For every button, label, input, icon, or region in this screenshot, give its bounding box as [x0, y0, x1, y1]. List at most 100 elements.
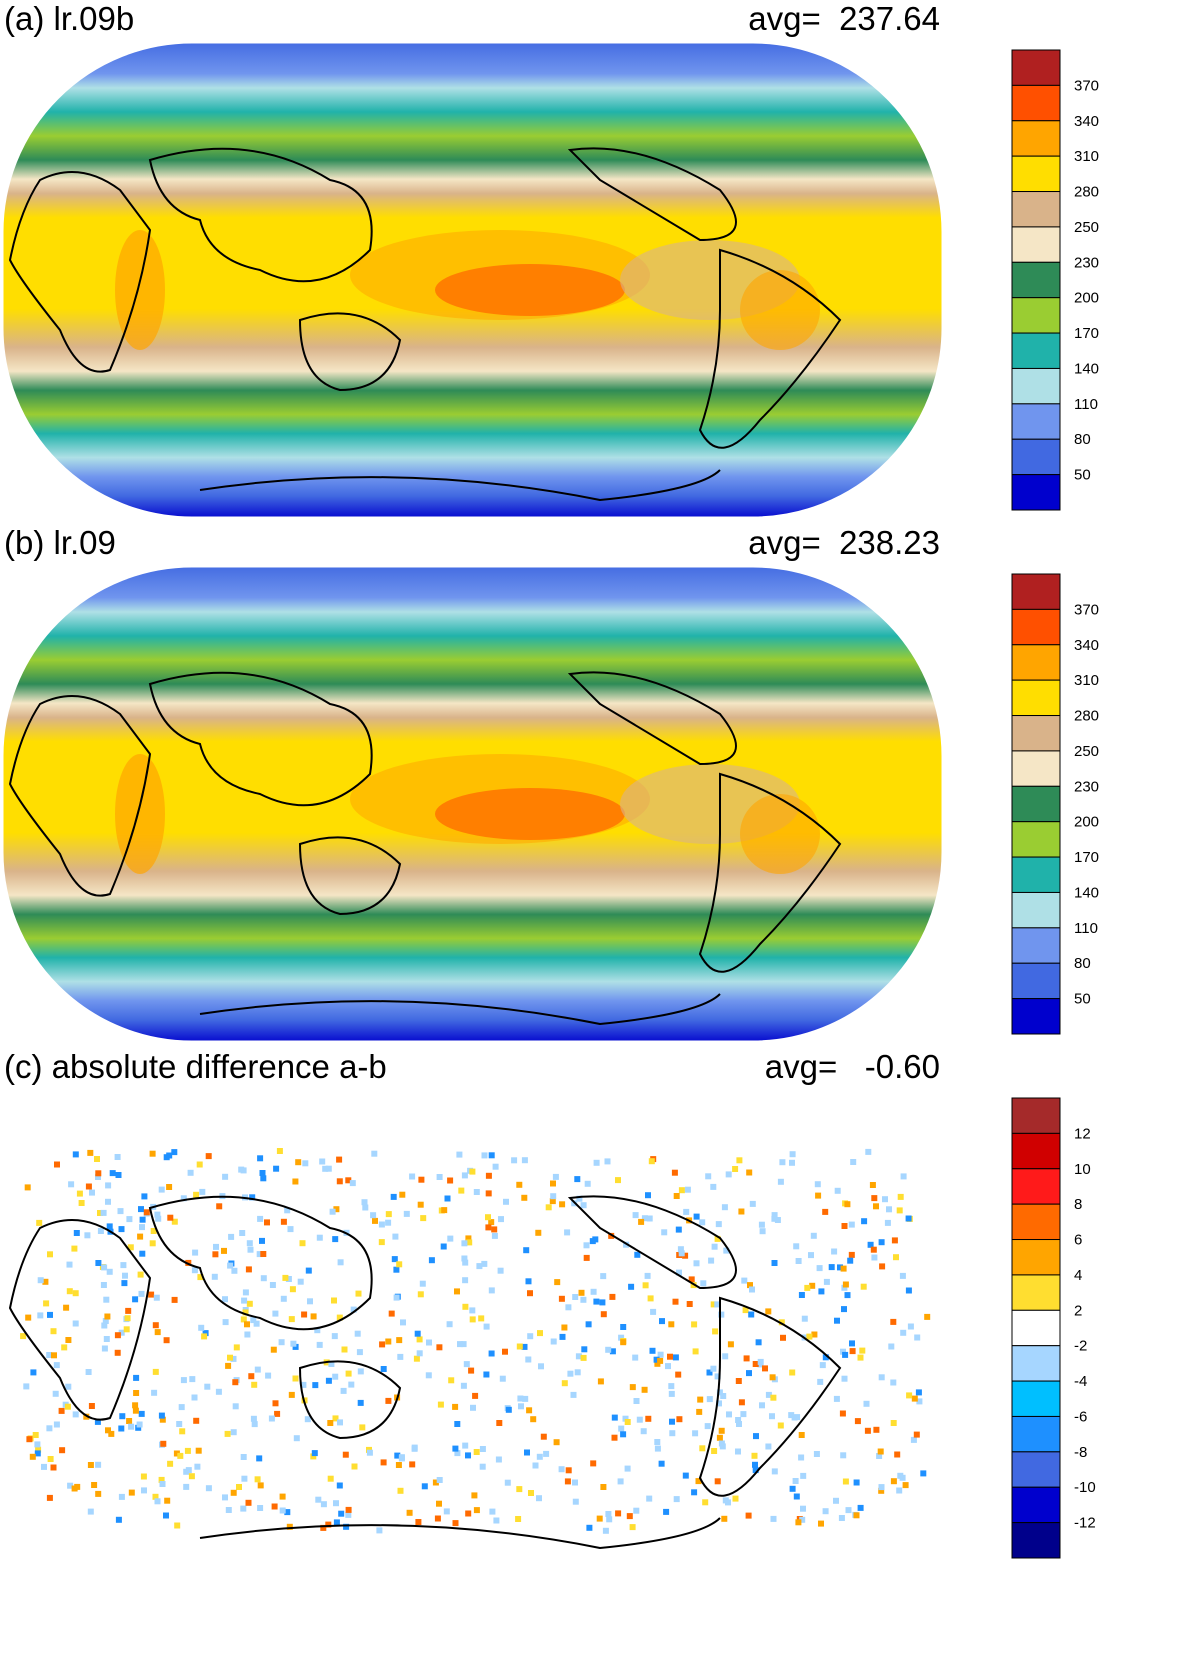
difference-cell	[312, 1382, 319, 1389]
colorbar-tick-label: 6	[1074, 1232, 1082, 1249]
difference-cell	[47, 1311, 53, 1318]
difference-cell	[432, 1479, 439, 1486]
difference-cell	[871, 1195, 878, 1202]
difference-cell	[30, 1369, 37, 1376]
difference-cell	[158, 1476, 165, 1483]
difference-cell	[105, 1198, 111, 1205]
difference-cell	[251, 1381, 258, 1388]
difference-cell	[331, 1333, 338, 1340]
colorbar-tick-label: 2	[1074, 1302, 1082, 1319]
difference-cell	[648, 1158, 655, 1165]
difference-cell	[535, 1229, 542, 1236]
difference-cell	[899, 1272, 906, 1279]
difference-cell	[117, 1208, 124, 1215]
difference-cell	[440, 1243, 447, 1250]
difference-cell	[873, 1203, 879, 1210]
panel-c: (c) absolute difference a-b avg= -0.60 1…	[0, 1048, 1188, 1677]
difference-cell	[143, 1209, 150, 1216]
difference-cell	[646, 1495, 653, 1502]
difference-cell	[583, 1242, 590, 1249]
difference-cell	[128, 1489, 135, 1496]
difference-cell	[332, 1236, 339, 1243]
difference-cell	[708, 1257, 715, 1264]
difference-cell	[378, 1221, 385, 1228]
difference-cell	[654, 1445, 661, 1452]
difference-cell	[292, 1375, 299, 1382]
difference-cell	[100, 1209, 107, 1216]
difference-cell	[222, 1319, 229, 1326]
difference-cell	[189, 1376, 196, 1383]
difference-cell	[288, 1316, 295, 1323]
difference-cell	[640, 1428, 647, 1435]
difference-cell	[254, 1476, 261, 1483]
difference-cell	[406, 1509, 413, 1516]
difference-cell	[564, 1229, 571, 1236]
difference-cell	[465, 1452, 471, 1459]
difference-cell	[894, 1451, 901, 1458]
difference-cell	[388, 1310, 395, 1317]
difference-cell	[854, 1418, 861, 1425]
panel-average: avg= 237.64	[748, 2, 940, 35]
difference-cell	[543, 1450, 550, 1457]
difference-cell	[746, 1370, 752, 1377]
difference-cell	[273, 1165, 280, 1172]
difference-cell	[24, 1184, 31, 1191]
difference-cell	[345, 1511, 352, 1518]
difference-cell	[244, 1331, 251, 1338]
difference-cell	[840, 1452, 847, 1459]
difference-cell	[470, 1404, 476, 1411]
difference-cell	[230, 1429, 237, 1436]
difference-cell	[732, 1495, 739, 1502]
difference-cell	[518, 1403, 524, 1410]
colorbar-tick-label: -4	[1074, 1373, 1087, 1390]
difference-cell	[390, 1193, 397, 1200]
difference-cell	[863, 1400, 870, 1407]
difference-cell	[521, 1343, 528, 1350]
colorbar-swatch	[1011, 297, 1061, 334]
difference-cell	[154, 1498, 161, 1505]
difference-cell	[841, 1223, 848, 1229]
difference-cell	[644, 1272, 651, 1279]
difference-cell	[615, 1510, 622, 1517]
difference-cell	[59, 1447, 66, 1454]
difference-cell	[231, 1267, 238, 1274]
difference-cell	[282, 1274, 289, 1281]
difference-cell	[491, 1232, 498, 1239]
difference-cell	[149, 1150, 156, 1157]
difference-cell	[78, 1200, 85, 1206]
difference-cell	[35, 1446, 42, 1453]
difference-cell	[259, 1237, 265, 1244]
difference-cell	[325, 1165, 332, 1172]
difference-cell	[89, 1189, 95, 1196]
difference-cell	[230, 1355, 237, 1362]
difference-cell	[471, 1492, 478, 1499]
difference-cell	[328, 1361, 335, 1367]
difference-cell	[448, 1377, 455, 1384]
difference-cell	[671, 1169, 678, 1176]
difference-cell	[319, 1158, 326, 1165]
colorbar-tick-label: 230	[1074, 778, 1099, 795]
colorbar-tick-label: 200	[1074, 814, 1099, 831]
difference-cell	[503, 1198, 509, 1205]
difference-cell	[225, 1507, 232, 1513]
difference-cell	[900, 1329, 907, 1336]
difference-cell	[857, 1504, 864, 1511]
difference-cell	[485, 1214, 491, 1221]
difference-cell	[886, 1206, 892, 1213]
difference-cell	[653, 1356, 660, 1363]
difference-cell	[46, 1425, 53, 1432]
difference-cell	[336, 1178, 343, 1185]
difference-cell	[716, 1389, 723, 1396]
difference-cell	[103, 1296, 110, 1303]
difference-cell	[441, 1207, 448, 1214]
difference-cell	[394, 1452, 401, 1459]
difference-cell	[32, 1432, 39, 1438]
difference-cell	[398, 1455, 405, 1462]
difference-cell	[465, 1510, 472, 1517]
colorbar-swatch	[1011, 84, 1061, 122]
difference-cell	[891, 1237, 898, 1244]
difference-cell	[205, 1485, 212, 1492]
difference-cell	[478, 1315, 485, 1322]
difference-cell	[292, 1178, 299, 1185]
difference-cell	[166, 1152, 173, 1159]
